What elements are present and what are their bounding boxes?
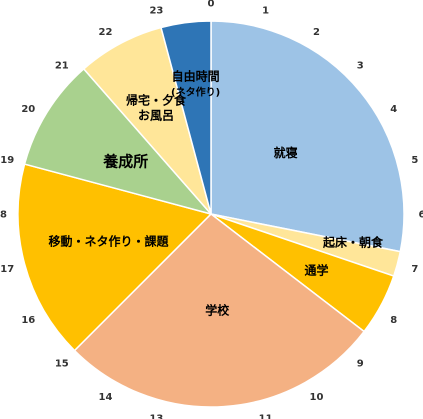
slice-label-line: 移動・ネタ作り・課題 — [48, 234, 169, 249]
hour-tick-0: 0 — [208, 0, 215, 10]
slice-label-line: 起床・朝食 — [322, 234, 384, 249]
hour-tick-17: 17 — [0, 264, 14, 275]
slice-label-line: 学校 — [205, 303, 230, 318]
hour-tick-10: 10 — [310, 392, 324, 403]
pie-slice-1 — [210, 20, 405, 253]
hour-tick-8: 8 — [390, 315, 397, 326]
hour-tick-16: 16 — [21, 315, 35, 326]
hour-tick-15: 15 — [55, 359, 69, 370]
slice-label-6: 養成所 — [102, 152, 148, 170]
hour-tick-4: 4 — [390, 104, 397, 115]
slice-label-2: 起床・朝食 — [322, 234, 384, 249]
pie-slice-8 — [160, 20, 212, 215]
slice-label-line: 養成所 — [102, 152, 148, 170]
slice-label-8: 自由時間 (ネタ作り) — [171, 68, 220, 98]
hour-tick-1: 1 — [262, 6, 269, 17]
pie-slice-5 — [17, 163, 213, 352]
pie-slice-4 — [73, 213, 366, 408]
hour-tick-18: 18 — [0, 210, 7, 221]
slice-label-line: 自由時間 — [172, 68, 220, 83]
hour-tick-2: 2 — [313, 27, 320, 38]
hour-tick-5: 5 — [411, 155, 418, 166]
hour-tick-6: 6 — [419, 210, 423, 221]
hour-tick-11: 11 — [259, 413, 273, 419]
pie-slice-6 — [23, 67, 214, 216]
hour-tick-13: 13 — [149, 413, 163, 419]
slice-label-line: 就寝 — [274, 145, 298, 160]
slice-label-4: 学校 — [205, 303, 230, 318]
slice-label-line: お風呂 — [138, 108, 174, 122]
hour-tick-3: 3 — [357, 60, 364, 71]
hour-tick-20: 20 — [21, 104, 35, 115]
slice-label-1: 就寝 — [274, 145, 298, 160]
slice-label-line: (ネタ作り) — [171, 85, 220, 98]
hour-tick-14: 14 — [99, 392, 113, 403]
hour-tick-7: 7 — [411, 264, 418, 275]
slice-label-line: 帰宅・夕食 — [126, 92, 187, 107]
hour-tick-19: 19 — [0, 155, 14, 166]
slice-label-line: 通学 — [304, 263, 328, 278]
hour-tick-23: 23 — [149, 6, 163, 17]
slice-label-7: 帰宅・夕食お風呂 — [126, 92, 187, 122]
slice-label-3: 通学 — [304, 263, 328, 278]
hour-tick-9: 9 — [357, 359, 364, 370]
hour-tick-22: 22 — [99, 27, 113, 38]
hour-tick-21: 21 — [55, 60, 69, 71]
slice-label-5: 移動・ネタ作り・課題 — [48, 234, 169, 249]
